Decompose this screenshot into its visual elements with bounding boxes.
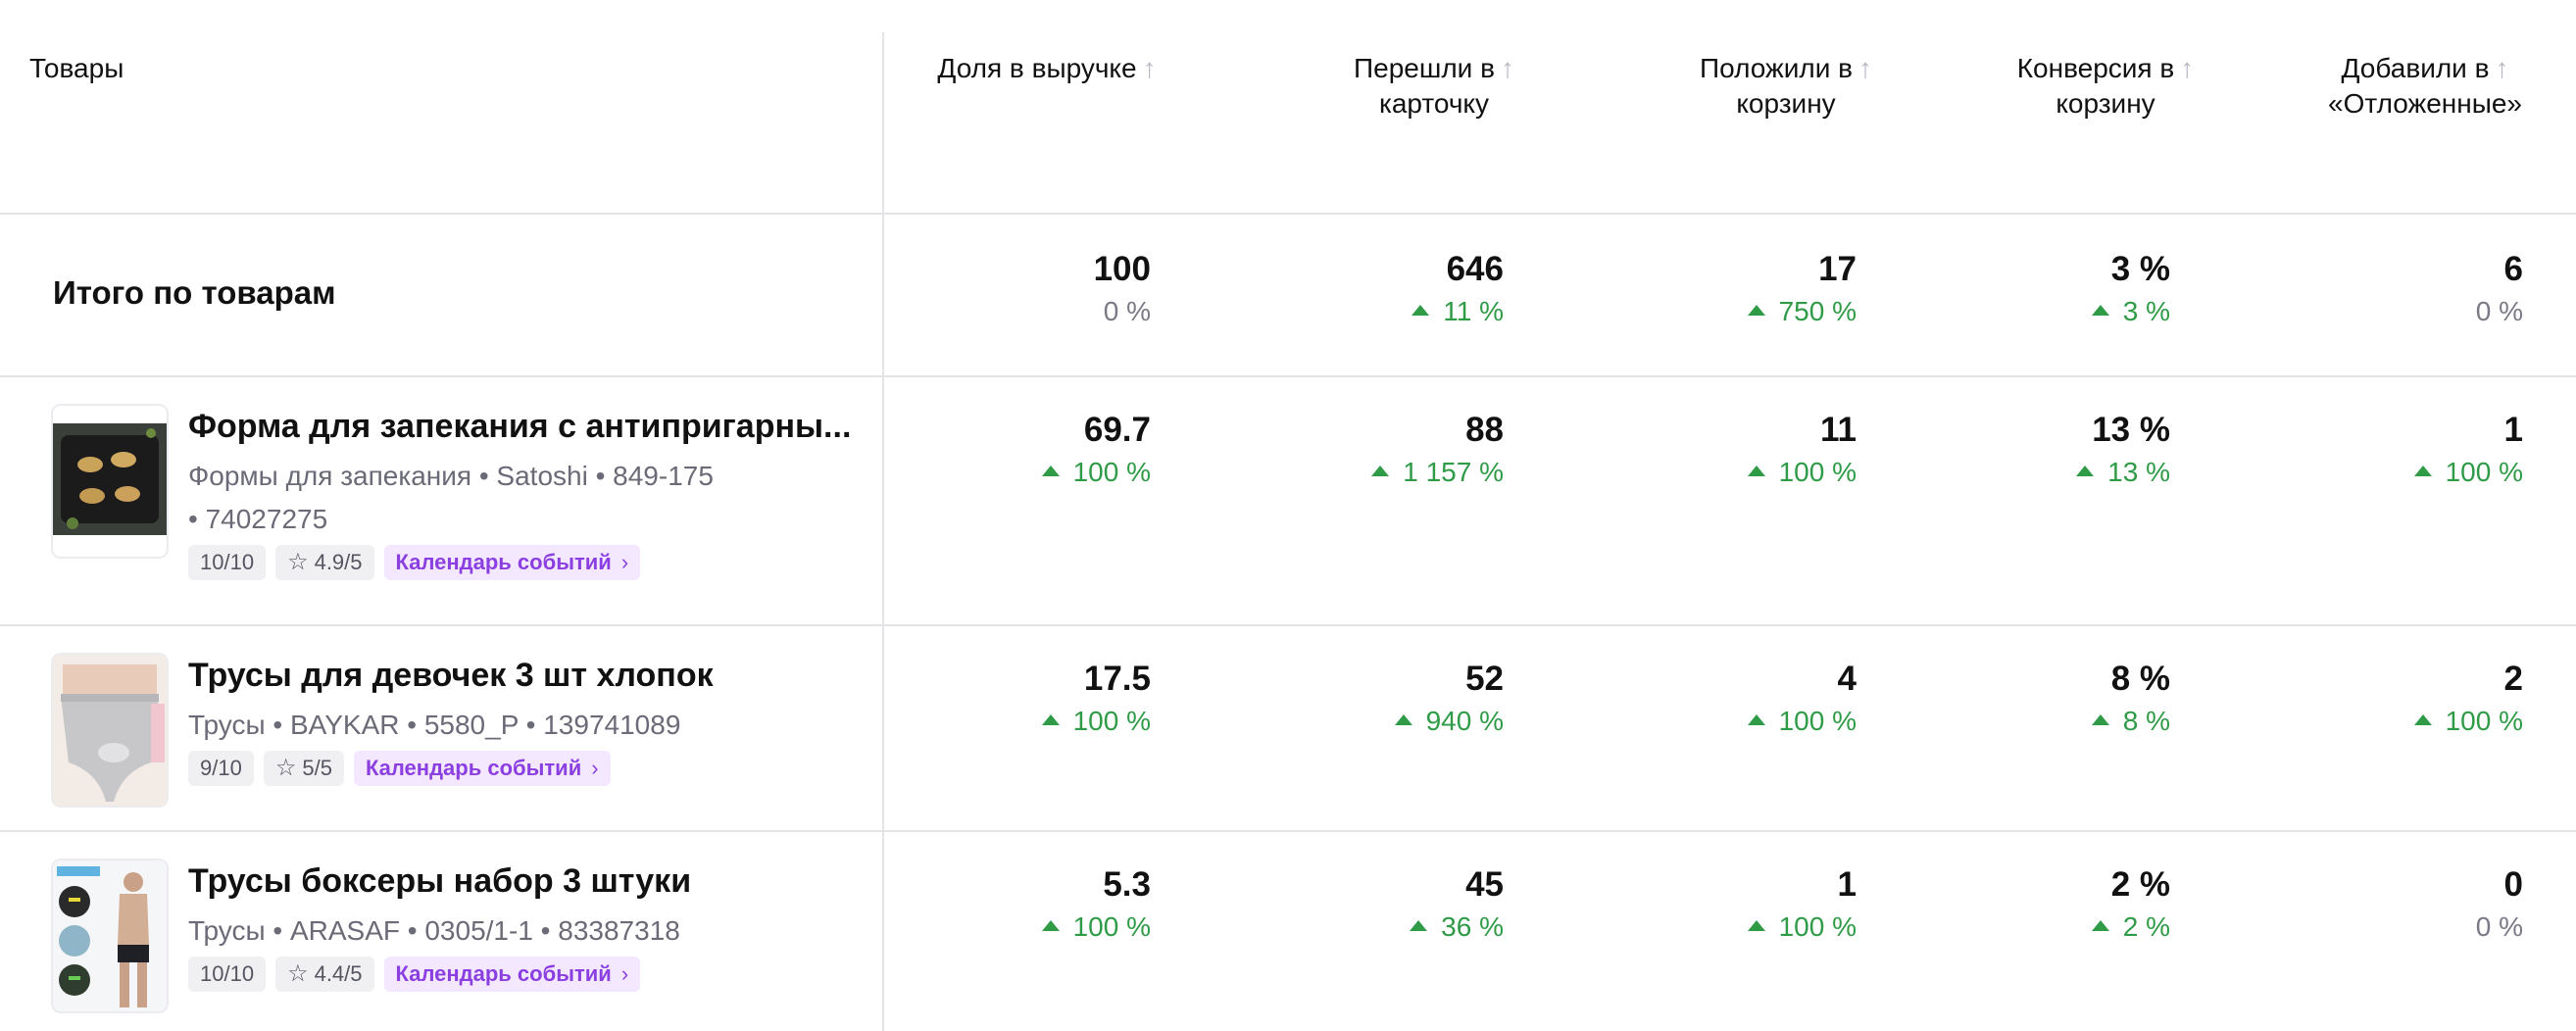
star-icon: ☆: [287, 549, 309, 575]
products-column-header: Товары: [29, 53, 124, 83]
product-tags: 10/10 ☆ 4.9/5 Календарь событий ›: [188, 545, 641, 580]
chevron-right-icon: ›: [620, 550, 629, 574]
trend-up-icon: [1747, 920, 1765, 932]
table-header: Товары Доля в выручке ↑ Перешли в ↑ карточ…: [0, 0, 2576, 214]
content-score-badge: 10/10: [188, 545, 267, 580]
chevron-right-icon: ›: [620, 961, 629, 986]
content-score-badge: 10/10: [188, 957, 267, 992]
content-score-badge: 9/10: [188, 751, 254, 786]
product-tags: 10/10 ☆ 4.4/5 Календарь событий ›: [188, 957, 641, 992]
added-to-cart-metric: 1 100 %: [1602, 864, 1857, 945]
product-name[interactable]: Трусы для девочек 3 шт хлопок: [188, 657, 714, 694]
card-visits-metric: 45 36 %: [1249, 864, 1504, 945]
card-visits-metric: 646 11 %: [1249, 249, 1504, 329]
trend-up-icon: [1041, 920, 1060, 932]
product-thumbnail[interactable]: [51, 404, 169, 559]
trend-up-icon: [1410, 920, 1428, 932]
trend-up-icon: [1747, 466, 1765, 477]
added-to-cart-header[interactable]: Положили в ↑ корзину: [1700, 53, 1872, 119]
sort-arrow-up-icon[interactable]: ↑: [1142, 53, 1157, 83]
added-to-wishlist-metric: 1 100 %: [2268, 410, 2523, 490]
product-name[interactable]: Трусы боксеры набор 3 штуки: [188, 862, 692, 900]
card-visits-header[interactable]: Перешли в ↑ карточку: [1354, 53, 1514, 119]
trend-up-icon: [2091, 920, 2109, 932]
product-row[interactable]: Трусы для девочек 3 шт хлопок Трусы • BA…: [0, 625, 2576, 830]
product-row[interactable]: Трусы боксеры набор 3 штуки Трусы • ARAS…: [0, 831, 2576, 1031]
column-divider: [882, 32, 884, 1031]
row-divider: [0, 624, 2576, 626]
trend-up-icon: [1371, 466, 1390, 477]
rating-badge: ☆ 5/5: [263, 751, 344, 786]
sort-arrow-up-icon[interactable]: ↑: [1500, 53, 1514, 83]
added-to-cart-metric: 11 100 %: [1602, 410, 1857, 490]
card-visits-metric: 88 1 157 %: [1249, 410, 1504, 490]
cart-conversion-metric: 2 % 2 %: [1915, 864, 2170, 945]
star-icon: ☆: [287, 960, 309, 987]
cart-conversion-header[interactable]: Конверсия в ↑ корзину: [2016, 53, 2195, 119]
trend-up-icon: [1041, 714, 1060, 726]
added-to-cart-metric: 4 100 %: [1602, 659, 1857, 739]
event-calendar-button[interactable]: Календарь событий ›: [383, 545, 641, 580]
revenue-share-metric: 69.7 100 %: [896, 410, 1151, 490]
revenue-share-header[interactable]: Доля в выручке ↑: [937, 53, 1157, 83]
trend-up-icon: [2091, 714, 2109, 726]
trend-up-icon: [2076, 466, 2095, 477]
cart-conversion-metric: 8 % 8 %: [1915, 659, 2170, 739]
event-calendar-button[interactable]: Календарь событий ›: [353, 751, 611, 786]
sort-arrow-up-icon[interactable]: ↑: [2495, 53, 2509, 83]
product-thumbnail[interactable]: [51, 653, 169, 808]
product-name[interactable]: Форма для запекания с антипригарны...: [188, 408, 852, 445]
trend-up-icon: [2413, 466, 2432, 477]
revenue-share-metric: 17.5 100 %: [896, 659, 1151, 739]
rating-badge: ☆ 4.9/5: [275, 545, 374, 580]
added-to-cart-metric: 17 750 %: [1602, 249, 1857, 329]
product-meta: Трусы • BAYKAR • 5580_P • 139741089: [188, 710, 681, 740]
trend-up-icon: [1747, 714, 1765, 726]
added-to-wishlist-metric: 0 0 %: [2475, 865, 2523, 942]
added-to-wishlist-header[interactable]: Добавили в ↑ «Отложенные»: [2328, 53, 2522, 119]
trend-up-icon: [1747, 305, 1765, 317]
product-row[interactable]: Форма для запекания с антипригарны... Фо…: [0, 376, 2576, 624]
sort-arrow-up-icon[interactable]: ↑: [1858, 53, 1872, 83]
row-divider: [0, 830, 2576, 832]
chevron-right-icon: ›: [591, 756, 599, 780]
trend-up-icon: [1041, 466, 1060, 477]
star-icon: ☆: [274, 755, 297, 781]
trend-up-icon: [1412, 305, 1430, 317]
product-meta: Формы для запекания • Satoshi • 849-175 …: [188, 461, 714, 534]
trend-up-icon: [1394, 714, 1412, 726]
product-meta: Трусы • ARASAF • 0305/1-1 • 83387318: [188, 915, 680, 946]
product-thumbnail[interactable]: [51, 859, 169, 1013]
rating-badge: ☆ 4.4/5: [275, 957, 374, 992]
cart-conversion-metric: 3 % 3 %: [1915, 249, 2170, 329]
added-to-wishlist-metric: 6 0 %: [2475, 250, 2523, 326]
trend-up-icon: [2413, 714, 2432, 726]
revenue-share-metric: 100 0 %: [1093, 250, 1151, 326]
event-calendar-button[interactable]: Календарь событий ›: [383, 957, 641, 992]
sort-arrow-up-icon[interactable]: ↑: [2180, 53, 2195, 83]
added-to-wishlist-metric: 2 100 %: [2268, 659, 2523, 739]
row-divider: [0, 213, 2576, 215]
cart-conversion-metric: 13 % 13 %: [1915, 410, 2170, 490]
row-divider: [0, 375, 2576, 377]
product-tags: 9/10 ☆ 5/5 Календарь событий ›: [188, 751, 611, 786]
totals-row: Итого по товарам 100 0 % 646 11 % 17 750…: [0, 214, 2576, 375]
trend-up-icon: [2091, 305, 2109, 317]
card-visits-metric: 52 940 %: [1249, 659, 1504, 739]
revenue-share-metric: 5.3 100 %: [896, 864, 1151, 945]
totals-label: Итого по товарам: [53, 274, 336, 311]
